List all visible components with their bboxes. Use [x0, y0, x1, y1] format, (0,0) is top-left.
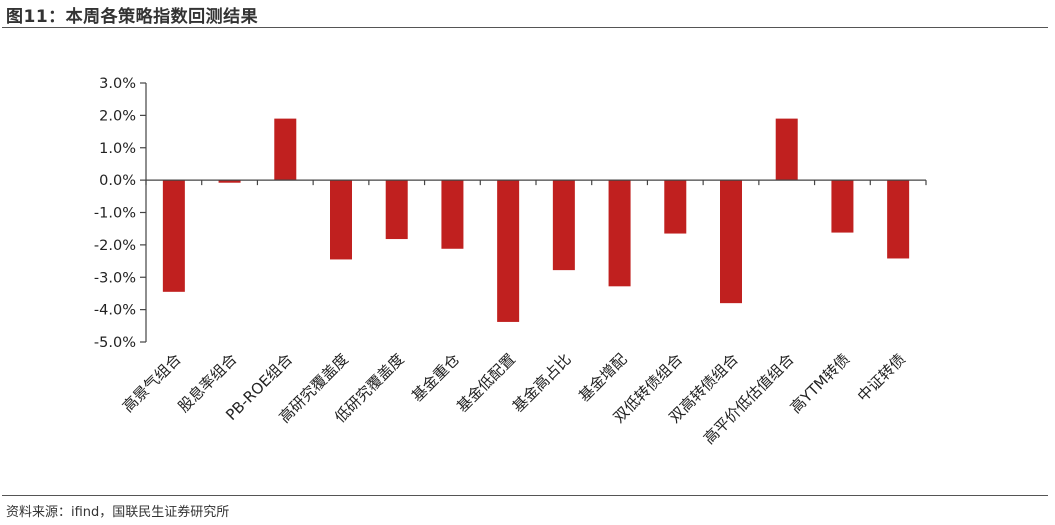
bar [664, 180, 687, 234]
bar-chart: 3.0% 2.0% 1.0% 0.0% -1.0% -2.0% -3.0% -4.0% -5.0… [94, 76, 927, 448]
x-category-label: 高YTM转债 [787, 350, 854, 417]
x-category-label: 基金重仓 [408, 350, 463, 405]
y-tick-label: 2.0% [99, 108, 136, 124]
y-tick-label: -5.0% [94, 335, 136, 351]
y-tick-label: -1.0% [94, 206, 136, 222]
bar [497, 180, 520, 322]
y-tick-label: 3.0% [99, 76, 136, 92]
x-category-label: 中证转债 [854, 350, 909, 405]
y-axis: 3.0% 2.0% 1.0% 0.0% -1.0% -2.0% -3.0% -4.0% -5.0… [94, 76, 147, 351]
x-axis [145, 179, 927, 186]
bar [887, 180, 910, 259]
bar-series [162, 118, 910, 322]
x-category-label: 基金低配置 [453, 350, 519, 416]
y-tick-label: -3.0% [94, 270, 136, 286]
bar [274, 118, 297, 181]
title-divider [2, 27, 1048, 28]
source-note: 资料来源：ifind，国联民生证券研究所 [6, 505, 230, 520]
figure-title: 图11：本周各策略指数回测结果 [6, 7, 259, 27]
x-category-label: 基金高占比 [509, 350, 575, 416]
y-tick-label: 1.0% [99, 141, 136, 157]
bar [720, 180, 742, 304]
bar [441, 180, 464, 249]
bar [831, 180, 854, 233]
x-category-label: 高景气组合 [119, 350, 185, 416]
y-tick-label: -2.0% [94, 238, 136, 254]
y-tick-label: -4.0% [94, 303, 136, 319]
footer-divider [2, 495, 1048, 496]
y-tick-label: 0.0% [99, 173, 136, 189]
bar [218, 180, 241, 183]
bar [552, 180, 575, 271]
x-category-label: 基金增配 [575, 350, 630, 405]
bar [608, 180, 631, 287]
bar [162, 180, 185, 292]
bar [330, 180, 352, 260]
bar [775, 118, 798, 181]
bar [385, 180, 408, 240]
